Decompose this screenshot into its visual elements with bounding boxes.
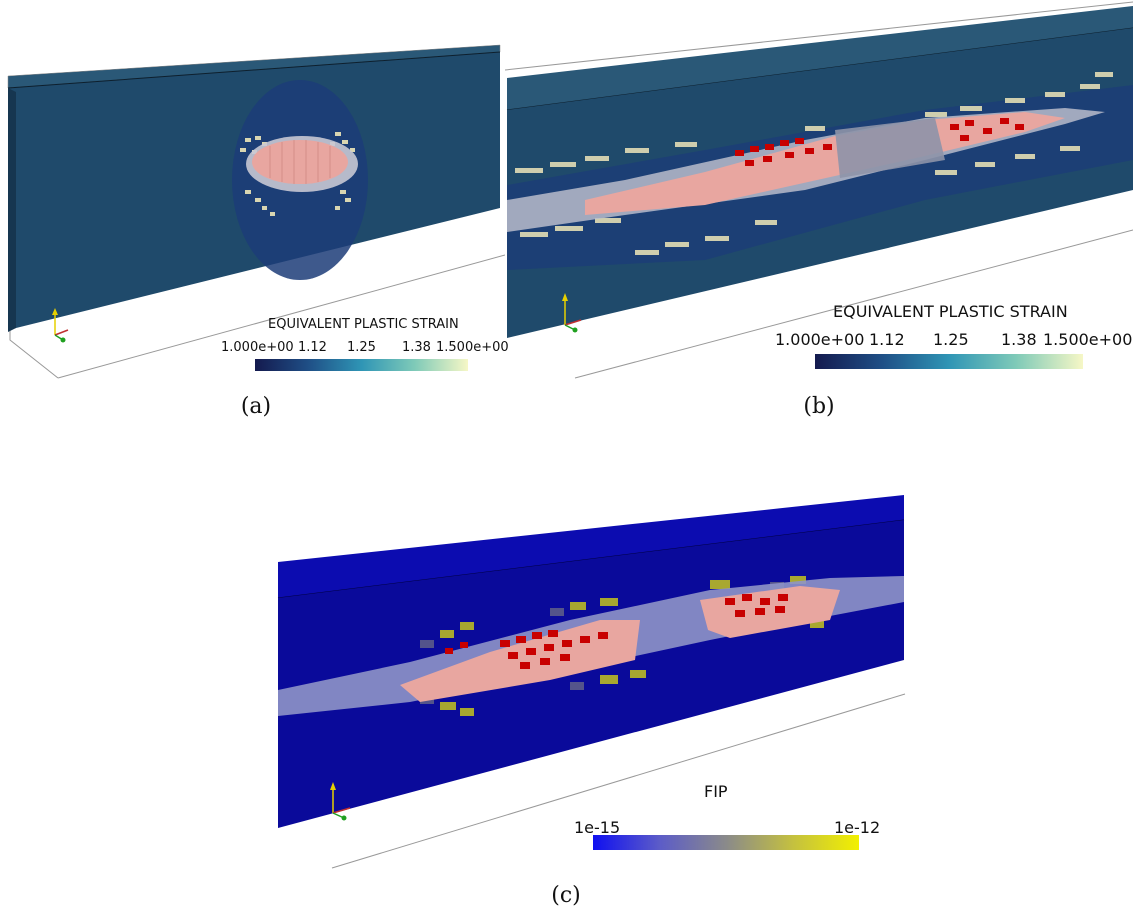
panel-c: FIP 1e-15 1e-12 xyxy=(270,490,910,875)
axes-triad-icon xyxy=(330,782,351,821)
colorbar-tick: 1.12 xyxy=(869,330,905,349)
panel-b: EQUIVALENT PLASTIC STRAIN 1.000e+00 1.12… xyxy=(505,0,1133,385)
colorbar-tick: 1.12 xyxy=(298,340,327,355)
panel-a: EQUIVALENT PLASTIC STRAIN 1.000e+00 1.12… xyxy=(0,40,509,385)
colorbar-title: EQUIVALENT PLASTIC STRAIN xyxy=(833,302,1068,321)
axes-triad-icon xyxy=(562,293,582,333)
colorbar-gradient xyxy=(593,835,859,850)
panel-a-render xyxy=(7,44,505,379)
panel-c-render xyxy=(277,495,906,869)
colorbar-tick: 1e-12 xyxy=(834,818,881,837)
panel-a-caption: (a) xyxy=(240,394,272,419)
colorbar-tick: 1.25 xyxy=(347,340,376,355)
panel-b-render xyxy=(505,1,1133,379)
colorbar-tick: 1.25 xyxy=(933,330,969,349)
colorbar-title: EQUIVALENT PLASTIC STRAIN xyxy=(268,317,459,332)
colorbar-tick: 1.000e+00 xyxy=(775,330,865,349)
colorbar-gradient xyxy=(255,359,468,371)
colorbar-tick: 1.38 xyxy=(402,340,431,355)
panel-b-caption: (b) xyxy=(803,394,835,419)
colorbar-tick: 1.500e+00 xyxy=(436,340,509,355)
colorbar-gradient xyxy=(815,354,1083,369)
colorbar-tick: 1.38 xyxy=(1001,330,1037,349)
panel-c-caption: (c) xyxy=(551,883,581,908)
colorbar-tick: 1.000e+00 xyxy=(221,340,294,355)
colorbar-tick: 1e-15 xyxy=(574,818,621,837)
colorbar-tick: 1.500e+00 xyxy=(1043,330,1133,349)
colorbar-title: FIP xyxy=(704,782,728,801)
axes-triad-icon xyxy=(52,308,69,343)
